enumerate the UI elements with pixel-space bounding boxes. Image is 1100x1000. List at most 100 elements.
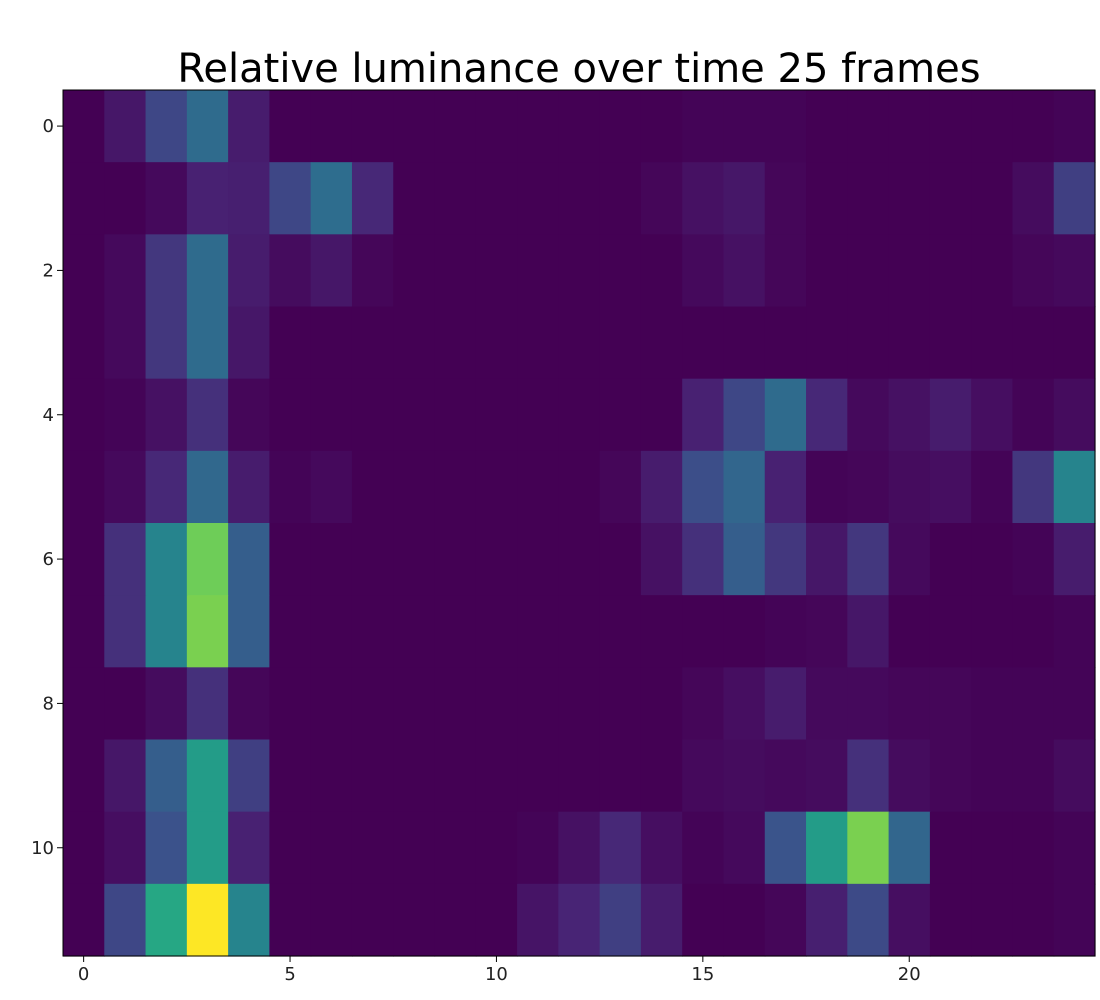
heatmap-cell-r10-c2 xyxy=(145,811,188,885)
heatmap-cell-r11-c14 xyxy=(640,883,683,957)
heatmap-cell-r9-c22 xyxy=(971,739,1014,813)
heatmap-cell-r2-c2 xyxy=(145,234,188,308)
heatmap-cell-r0-c15 xyxy=(682,90,725,163)
heatmap-cell-r1-c19 xyxy=(847,162,890,235)
heatmap-cell-r4-c6 xyxy=(310,378,353,452)
heatmap-cell-r2-c5 xyxy=(269,234,312,308)
heatmap-cell-r9-c13 xyxy=(599,739,642,813)
heatmap-cell-r11-c15 xyxy=(682,883,725,957)
heatmap-cell-r6-c16 xyxy=(723,523,766,596)
heatmap-cell-r10-c14 xyxy=(640,811,683,885)
heatmap-cell-r8-c3 xyxy=(186,667,229,741)
heatmap-cell-r9-c10 xyxy=(475,739,518,813)
heatmap-cell-r7-c5 xyxy=(269,595,312,668)
heatmap-cell-r1-c10 xyxy=(475,162,518,235)
heatmap-cell-r2-c19 xyxy=(847,234,890,308)
heatmap-cell-r6-c3 xyxy=(186,523,229,596)
heatmap-cell-r11-c11 xyxy=(517,883,559,957)
heatmap-cell-r0-c6 xyxy=(310,90,353,163)
heatmap-cell-r6-c8 xyxy=(393,523,436,596)
heatmap-cell-r10-c24 xyxy=(1053,811,1096,885)
heatmap-cell-r7-c2 xyxy=(145,595,188,668)
heatmap-cell-r9-c4 xyxy=(228,739,270,813)
heatmap-cell-r9-c21 xyxy=(929,739,972,813)
heatmap-cell-r3-c18 xyxy=(806,306,848,380)
heatmap-cell-r5-c1 xyxy=(104,450,147,524)
heatmap-cell-r6-c24 xyxy=(1053,523,1096,596)
y-tick-label: 4 xyxy=(43,405,54,426)
y-tick-label: 2 xyxy=(43,260,54,281)
heatmap-cell-r9-c14 xyxy=(640,739,683,813)
heatmap-cell-r8-c11 xyxy=(517,667,559,741)
heatmap-cell-r9-c11 xyxy=(517,739,559,813)
heatmap-cell-r1-c0 xyxy=(63,162,105,235)
heatmap-cell-r6-c21 xyxy=(929,523,972,596)
heatmap-cell-r11-c21 xyxy=(929,883,972,957)
heatmap-cell-r11-c7 xyxy=(351,883,394,957)
heatmap-cell-r10-c12 xyxy=(558,811,601,885)
heatmap-cell-r1-c12 xyxy=(558,162,601,235)
heatmap-cell-r8-c6 xyxy=(310,667,353,741)
heatmap-cell-r0-c13 xyxy=(599,90,642,163)
heatmap-cell-r9-c1 xyxy=(104,739,147,813)
heatmap-cells xyxy=(63,90,1096,957)
heatmap-cell-r4-c16 xyxy=(723,378,766,452)
heatmap-cell-r0-c8 xyxy=(393,90,436,163)
heatmap-cell-r10-c5 xyxy=(269,811,312,885)
heatmap-cell-r9-c7 xyxy=(351,739,394,813)
heatmap-cell-r11-c12 xyxy=(558,883,601,957)
heatmap-cell-r6-c11 xyxy=(517,523,559,596)
heatmap-cell-r7-c6 xyxy=(310,595,353,668)
x-tick-label: 20 xyxy=(898,964,921,985)
heatmap-cell-r4-c19 xyxy=(847,378,890,452)
heatmap-cell-r2-c22 xyxy=(971,234,1014,308)
heatmap-cell-r4-c10 xyxy=(475,378,518,452)
heatmap-cell-r7-c16 xyxy=(723,595,766,668)
heatmap-cell-r11-c18 xyxy=(806,883,848,957)
heatmap-cell-r7-c19 xyxy=(847,595,890,668)
heatmap-cell-r5-c23 xyxy=(1012,450,1055,524)
heatmap-cell-r6-c6 xyxy=(310,523,353,596)
heatmap-cell-r2-c24 xyxy=(1053,234,1096,308)
heatmap-cell-r10-c17 xyxy=(764,811,807,885)
y-tick-label: 0 xyxy=(43,116,54,137)
heatmap-cell-r3-c9 xyxy=(434,306,477,380)
heatmap-cell-r7-c3 xyxy=(186,595,229,668)
heatmap-cell-r2-c18 xyxy=(806,234,848,308)
heatmap-cell-r6-c20 xyxy=(888,523,931,596)
heatmap-cell-r0-c1 xyxy=(104,90,147,163)
heatmap-cell-r3-c24 xyxy=(1053,306,1096,380)
heatmap-cell-r6-c15 xyxy=(682,523,725,596)
heatmap-cell-r10-c1 xyxy=(104,811,147,885)
y-axis: 0 2 4 6 8 10 xyxy=(31,116,63,859)
heatmap-cell-r6-c17 xyxy=(764,523,807,596)
heatmap-cell-r3-c11 xyxy=(517,306,559,380)
heatmap-cell-r3-c21 xyxy=(929,306,972,380)
x-tick-label: 0 xyxy=(78,964,89,985)
heatmap-cell-r9-c17 xyxy=(764,739,807,813)
heatmap-cell-r0-c22 xyxy=(971,90,1014,163)
y-tick-label: 8 xyxy=(43,693,54,714)
heatmap-cell-r8-c17 xyxy=(764,667,807,741)
heatmap-cell-r1-c18 xyxy=(806,162,848,235)
heatmap-cell-r8-c5 xyxy=(269,667,312,741)
heatmap-cell-r4-c7 xyxy=(351,378,394,452)
heatmap-cell-r4-c5 xyxy=(269,378,312,452)
heatmap-cell-r8-c12 xyxy=(558,667,601,741)
heatmap-cell-r4-c20 xyxy=(888,378,931,452)
heatmap-cell-r6-c2 xyxy=(145,523,188,596)
heatmap-cell-r7-c7 xyxy=(351,595,394,668)
heatmap-cell-r8-c20 xyxy=(888,667,931,741)
plot-frame xyxy=(62,89,1096,957)
heatmap-cell-r8-c24 xyxy=(1053,667,1096,741)
heatmap-cell-r5-c7 xyxy=(351,450,394,524)
heatmap-cell-r5-c8 xyxy=(393,450,436,524)
heatmap-cell-r10-c8 xyxy=(393,811,436,885)
heatmap-cell-r6-c12 xyxy=(558,523,601,596)
heatmap-cell-r7-c15 xyxy=(682,595,725,668)
heatmap-cell-r5-c18 xyxy=(806,450,848,524)
heatmap-cell-r6-c4 xyxy=(228,523,270,596)
heatmap-cell-r3-c22 xyxy=(971,306,1014,380)
heatmap-cell-r8-c9 xyxy=(434,667,477,741)
